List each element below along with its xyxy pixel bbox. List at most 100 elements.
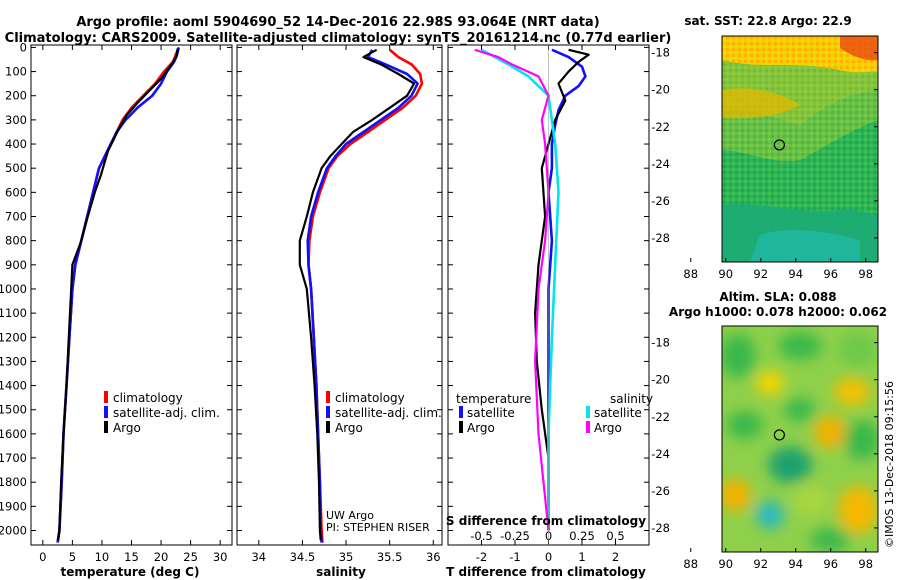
map-x-tick-label: 90 — [718, 557, 733, 571]
depth-tick-label: 200 — [5, 89, 27, 103]
map-y-tick-label: -18 — [651, 46, 670, 60]
x-tick-label: 36 — [426, 550, 441, 564]
sla-blob — [792, 484, 828, 516]
temperature-series — [56, 46, 181, 543]
legend-t-argo-swatch — [459, 421, 463, 433]
legend-s-satellite: satellite — [594, 406, 642, 420]
x-axes: 0 5 10 15 20 25 30 34 34.5 35 35.5 36 -2 -1 0 1 2 -0.5 -0.… — [39, 45, 625, 564]
legend-title-temperature: temperature — [456, 392, 531, 406]
x-top-tick-label: -0.25 — [500, 529, 530, 543]
depth-tick-label: 1100 — [0, 306, 27, 320]
sst-map-frame — [721, 35, 879, 263]
map-y-tick-label: -20 — [651, 373, 670, 387]
legend-argo: Argo — [113, 421, 141, 435]
difference-legend: temperature salinity satellite Argo sate… — [456, 392, 653, 435]
map-y-tick-label: -28 — [651, 521, 670, 535]
x-tick-label: 15 — [124, 550, 139, 564]
legend-argo-swatch — [326, 421, 330, 433]
depth-tick-label: 1500 — [0, 403, 27, 417]
sla-blob — [834, 378, 870, 406]
depth-tick-label: 1300 — [0, 354, 27, 368]
legend-title-salinity: salinity — [610, 392, 653, 406]
sla-blob — [722, 334, 756, 378]
map-x-tick-label: 98 — [858, 267, 873, 281]
legend-satellite-swatch — [104, 406, 108, 418]
legend-argo-swatch — [104, 421, 108, 433]
x-tick-label: 30 — [213, 550, 228, 564]
map-x-tick-label: 92 — [753, 557, 768, 571]
series-line — [57, 48, 179, 541]
sla-blob — [727, 411, 763, 439]
sla-blob — [810, 528, 850, 552]
x-top-tick-label: -0.5 — [470, 529, 492, 543]
legend-argo: Argo — [335, 421, 363, 435]
x-tick-label: 1 — [578, 550, 585, 564]
x-tick-label: -2 — [476, 550, 487, 564]
map-y-tick-label: -22 — [651, 120, 670, 134]
difference-xlabel-top: S difference from climatology — [446, 514, 646, 528]
sst-map — [722, 36, 878, 262]
series-line — [56, 46, 181, 543]
x-tick-label: 0 — [545, 550, 552, 564]
legend-t-argo: Argo — [467, 421, 495, 435]
salinity-series — [298, 48, 424, 543]
series-line — [56, 47, 181, 543]
sla-blob — [722, 479, 751, 511]
map-x-tick-label: 88 — [683, 267, 698, 281]
map-x-tick-label: 96 — [823, 557, 838, 571]
depth-tick-label: 2000 — [0, 524, 27, 538]
x-tick-label: 25 — [183, 550, 198, 564]
map-x-tick-label: 94 — [788, 267, 803, 281]
temperature-xlabel: temperature (deg C) — [61, 565, 200, 579]
legend-satellite-swatch — [326, 406, 330, 418]
legend-satellite: satellite-adj. clim. — [113, 406, 220, 420]
map-x-tick-label: 96 — [823, 267, 838, 281]
sla-blob — [844, 420, 878, 460]
depth-tick-label: 1800 — [0, 475, 27, 489]
legend-s-argo-swatch — [586, 421, 590, 433]
legend-climatology-swatch — [326, 391, 330, 403]
map-x-tick-label: 90 — [718, 267, 733, 281]
legend-t-satellite-swatch — [459, 406, 463, 418]
depth-tick-label: 600 — [5, 185, 27, 199]
map-y-tick-label: -26 — [651, 484, 670, 498]
series-line — [298, 48, 416, 541]
depth-tick-label: 800 — [5, 234, 27, 248]
sst-map-title: sat. SST: 22.8 Argo: 22.9 — [684, 14, 851, 28]
difference-xlabel: T difference from climatology — [446, 565, 646, 579]
sla-blob — [784, 398, 816, 422]
argo-position-marker — [773, 139, 785, 151]
sla-blob — [778, 332, 822, 360]
argo-position-marker — [773, 429, 785, 441]
map-y-tick-label: -24 — [651, 447, 670, 461]
map-y-tick-label: -22 — [651, 410, 670, 424]
depth-tick-label: 500 — [5, 161, 27, 175]
x-top-tick-label: 0.25 — [569, 529, 595, 543]
sla-blob — [838, 486, 878, 534]
legend-s-argo: Argo — [594, 421, 622, 435]
sla-map-title: Altim. SLA: 0.088 — [719, 290, 836, 304]
map-x-tick-label: 88 — [683, 557, 698, 571]
legend-climatology: climatology — [113, 391, 183, 405]
depth-tick-label: 300 — [5, 113, 27, 127]
uw-argo-label: UW Argo — [326, 509, 374, 522]
x-tick-label: -1 — [509, 550, 520, 564]
depth-axis: 0 100 200 300 400 500 600 700 800 900 1000 1100 1200… — [0, 40, 649, 538]
x-tick-label: 35.5 — [377, 550, 403, 564]
imos-credit: ©IMOS 13-Dec-2018 09:15:56 — [883, 381, 896, 548]
sst-mid-region — [722, 60, 878, 162]
sst-hot-corner — [840, 36, 878, 61]
sla-blob — [768, 447, 812, 483]
depth-tick-label: 100 — [5, 65, 27, 79]
map-y-tick-label: -18 — [651, 336, 670, 350]
x-tick-label: 0 — [39, 550, 46, 564]
map-y-tick-label: -24 — [651, 157, 670, 171]
salinity-panel-frame — [236, 44, 443, 546]
sla-blob — [838, 332, 878, 368]
depth-tick-label: 900 — [5, 258, 27, 272]
depth-tick-label: 1900 — [0, 499, 27, 513]
legend-climatology: climatology — [335, 391, 405, 405]
depth-tick-label: 1600 — [0, 427, 27, 441]
difference-series — [474, 45, 590, 545]
